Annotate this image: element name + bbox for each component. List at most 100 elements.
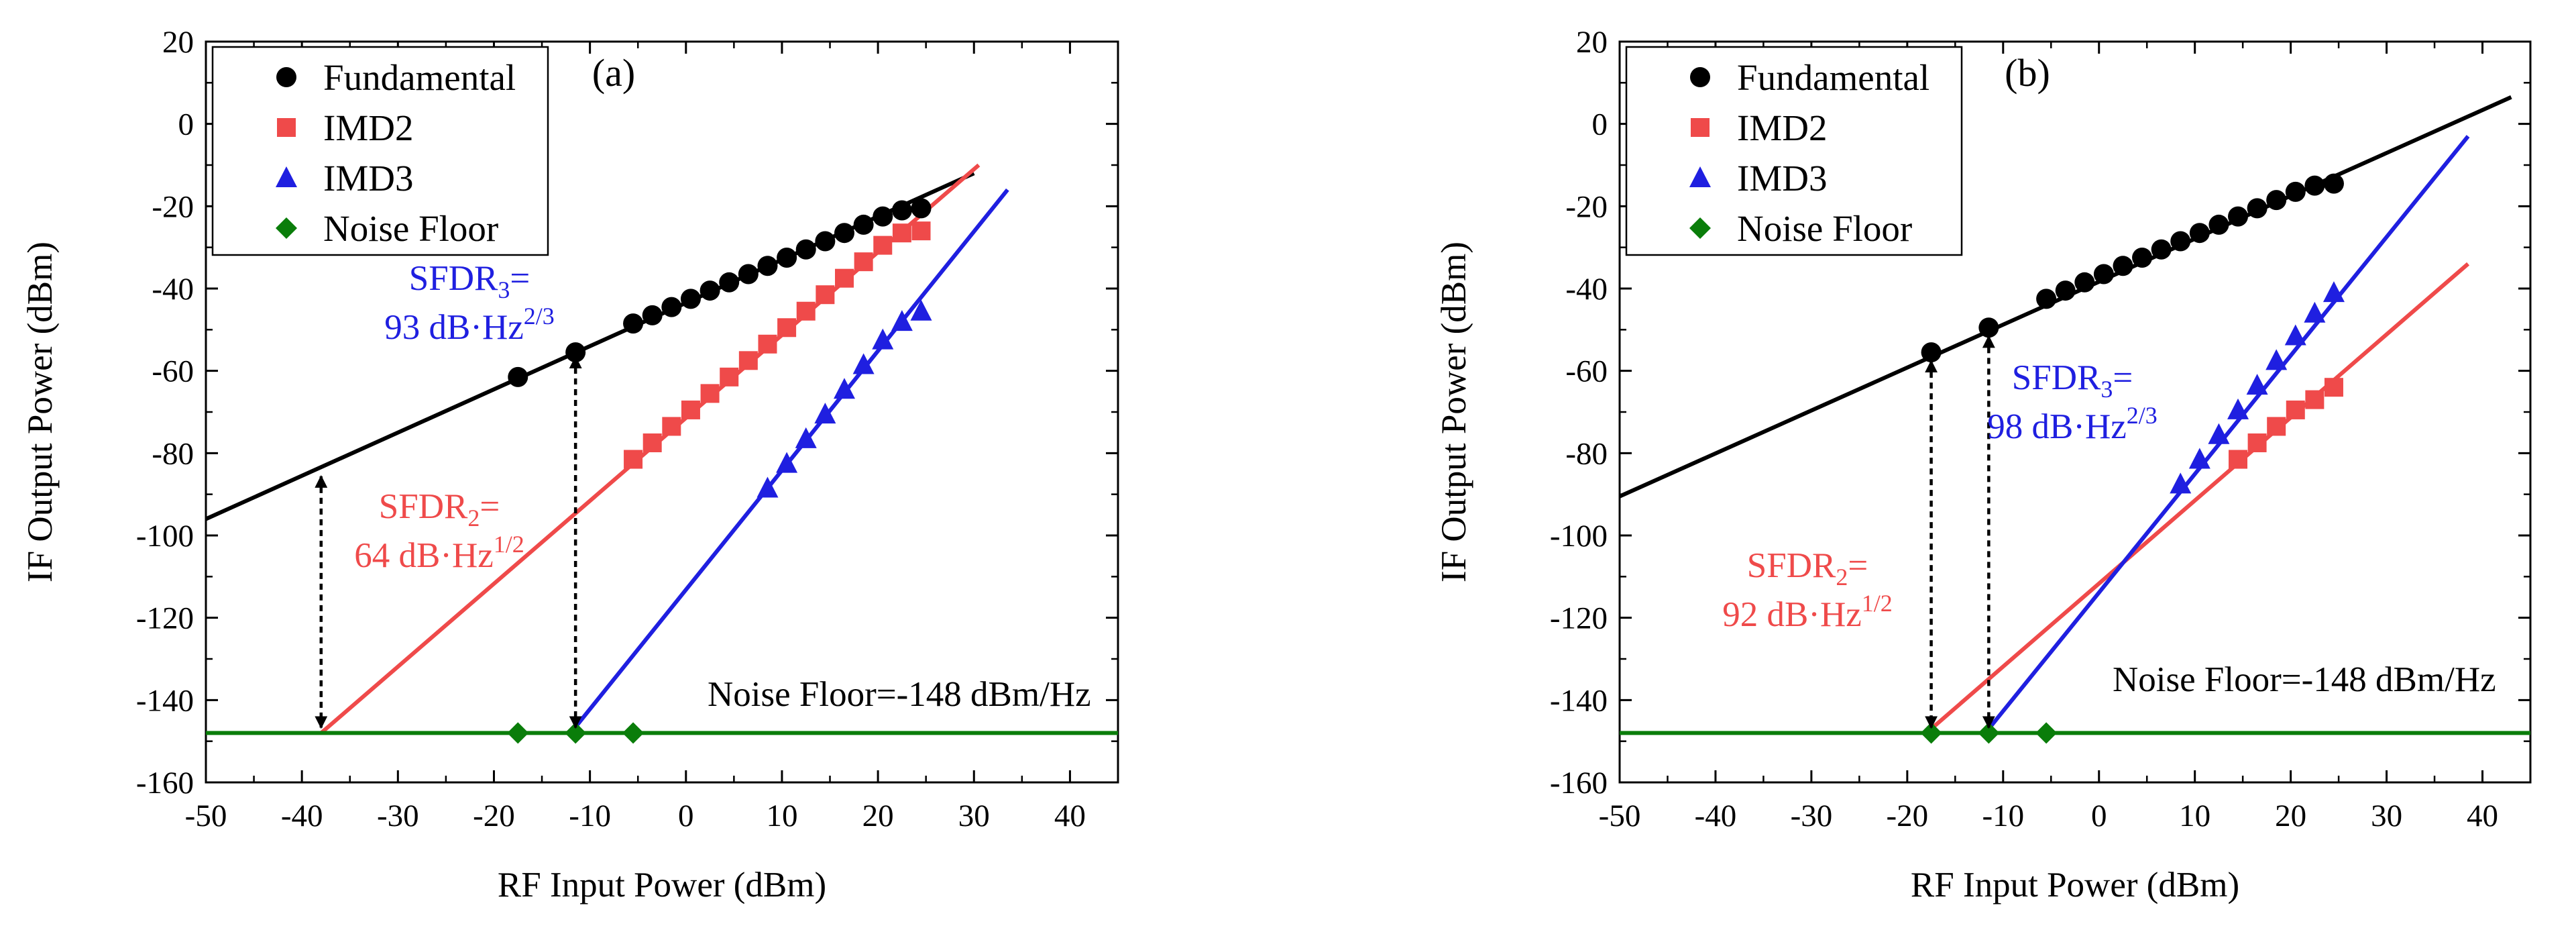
sfdr3-equals: = xyxy=(510,259,530,298)
y-tick-label: -120 xyxy=(136,601,194,636)
noise-floor-label: Noise Floor=-148 dBm/Hz xyxy=(708,675,1091,714)
y-tick-label: -80 xyxy=(152,436,194,471)
imd2-point xyxy=(624,450,643,469)
legend-marker-noise-floor xyxy=(1689,217,1711,239)
x-tick-label: -50 xyxy=(1599,798,1641,833)
chart-panel-a: -50 -40 -30 -20 -10 0 10 20 30 40200-20-40-60-80-… xyxy=(21,25,1119,905)
fundamental-point xyxy=(2228,206,2249,227)
y-tick-label: -140 xyxy=(1550,683,1608,718)
fundamental-point xyxy=(795,239,816,260)
fundamental-point xyxy=(2036,289,2057,309)
fundamental-point xyxy=(777,248,797,268)
fundamental-point xyxy=(719,272,740,293)
legend: Fundamental IMD2 IMD3 Noise Floor xyxy=(1625,46,1963,256)
sfdr3-text: SFDR xyxy=(409,259,498,298)
fundamental-point xyxy=(2304,175,2325,196)
fundamental-point xyxy=(1921,342,1942,363)
y-tick-label: -140 xyxy=(136,683,194,718)
imd3-point xyxy=(2208,423,2230,444)
imd3-point xyxy=(2284,324,2306,346)
legend-label: Fundamental xyxy=(323,57,516,98)
sfdr2-value-text: 64 dB·Hz xyxy=(354,536,494,575)
imd3-point xyxy=(795,427,817,448)
fundamental-point xyxy=(2132,248,2153,268)
legend-label: Noise Floor xyxy=(323,208,498,249)
legend-marker-imd3 xyxy=(276,166,297,187)
fundamental-point xyxy=(2266,190,2287,211)
y-tick-label: -160 xyxy=(1550,766,1608,800)
legend-box xyxy=(1625,46,1963,256)
x-tick-label: 30 xyxy=(958,798,990,833)
x-tick-label: 10 xyxy=(2179,798,2210,833)
imd2-point xyxy=(2229,450,2248,469)
imd3-point xyxy=(852,353,875,374)
fundamental-point xyxy=(508,366,528,387)
x-tick-label: -30 xyxy=(1791,798,1833,833)
x-tick-label: -20 xyxy=(473,798,515,833)
y-tick-label: 20 xyxy=(1576,25,1608,60)
legend-box xyxy=(211,46,549,256)
imd2-point xyxy=(720,367,739,386)
imd2-point xyxy=(892,223,911,243)
legend-marker-imd2 xyxy=(277,118,296,137)
imd3-point xyxy=(776,452,798,473)
imd2-point xyxy=(681,400,700,419)
legend-marker-imd2 xyxy=(1691,118,1710,137)
imd3-point xyxy=(891,310,913,331)
imd2-point xyxy=(777,318,797,338)
sfdr3-value-text: 98 dB·Hz xyxy=(1987,407,2127,446)
y-axis-title: IF Output Power (dBm) xyxy=(1435,242,1473,582)
fundamental-point xyxy=(757,256,778,276)
chart-panel-b: -50 -40 -30 -20 -10 0 10 20 30 40200-20-40-60-80-… xyxy=(1435,25,2532,905)
fundamental-point xyxy=(661,297,682,317)
panel-label: (b) xyxy=(2005,51,2050,95)
fundamental-point xyxy=(2285,181,2306,202)
series-imd2 xyxy=(2229,378,2343,469)
imd2-point xyxy=(662,417,681,436)
x-tick-label: 0 xyxy=(2091,798,2107,833)
imd3-point xyxy=(814,403,836,424)
x-tick-label: -20 xyxy=(1887,798,1929,833)
sfdr2-superscript: 1/2 xyxy=(494,531,524,558)
y-tick-label: -20 xyxy=(1565,189,1608,224)
y-tick-label: -40 xyxy=(152,272,194,307)
fundamental-point xyxy=(2189,223,2210,244)
y-tick-label: -100 xyxy=(1550,519,1608,554)
imd2-point xyxy=(2267,417,2286,436)
imd2-point xyxy=(2247,433,2267,452)
noise-floor-label: Noise Floor=-148 dBm/Hz xyxy=(2113,660,2496,699)
sfdr2-text: SFDR xyxy=(379,487,468,526)
y-axis-title: IF Output Power (dBm) xyxy=(21,242,60,582)
panel-label: (a) xyxy=(592,51,635,95)
legend-label: IMD3 xyxy=(1737,158,1827,199)
sfdr3-subscript: 3 xyxy=(2101,376,2113,403)
sfdr3-label: SFDR3= xyxy=(409,259,530,303)
sfdr2-value: 92 dB·Hz1/2 xyxy=(1722,590,1893,634)
x-axis-title: RF Input Power (dBm) xyxy=(498,866,826,905)
fundamental-point xyxy=(2055,280,2076,301)
fit-line-imd3 xyxy=(1987,135,2470,731)
y-tick-label: -80 xyxy=(1565,436,1608,471)
imd2-point xyxy=(642,433,662,452)
y-tick-label: 0 xyxy=(178,107,194,142)
noise-floor-point xyxy=(1920,722,1942,744)
noise-floor-point xyxy=(2035,722,2058,744)
imd2-point xyxy=(2286,400,2305,419)
series-imd3 xyxy=(757,299,932,498)
sfdr3-superscript: 2/3 xyxy=(524,303,555,329)
series-imd2 xyxy=(624,221,931,469)
y-tick-label: -40 xyxy=(1565,272,1608,307)
sfdr3-superscript: 2/3 xyxy=(2127,402,2158,429)
x-tick-label: -40 xyxy=(281,798,323,833)
fit-line-imd2 xyxy=(1929,262,2470,731)
legend-marker-fundamental xyxy=(1690,67,1710,87)
noise-floor-point xyxy=(622,722,645,744)
y-tick-label: -60 xyxy=(1565,354,1608,389)
x-tick-label: -50 xyxy=(185,798,227,833)
x-tick-label: 40 xyxy=(1054,798,1086,833)
fundamental-point xyxy=(873,206,893,227)
imd2-point xyxy=(854,252,873,272)
imd3-point xyxy=(2188,448,2210,469)
sfdr2-subscript: 2 xyxy=(467,505,480,531)
